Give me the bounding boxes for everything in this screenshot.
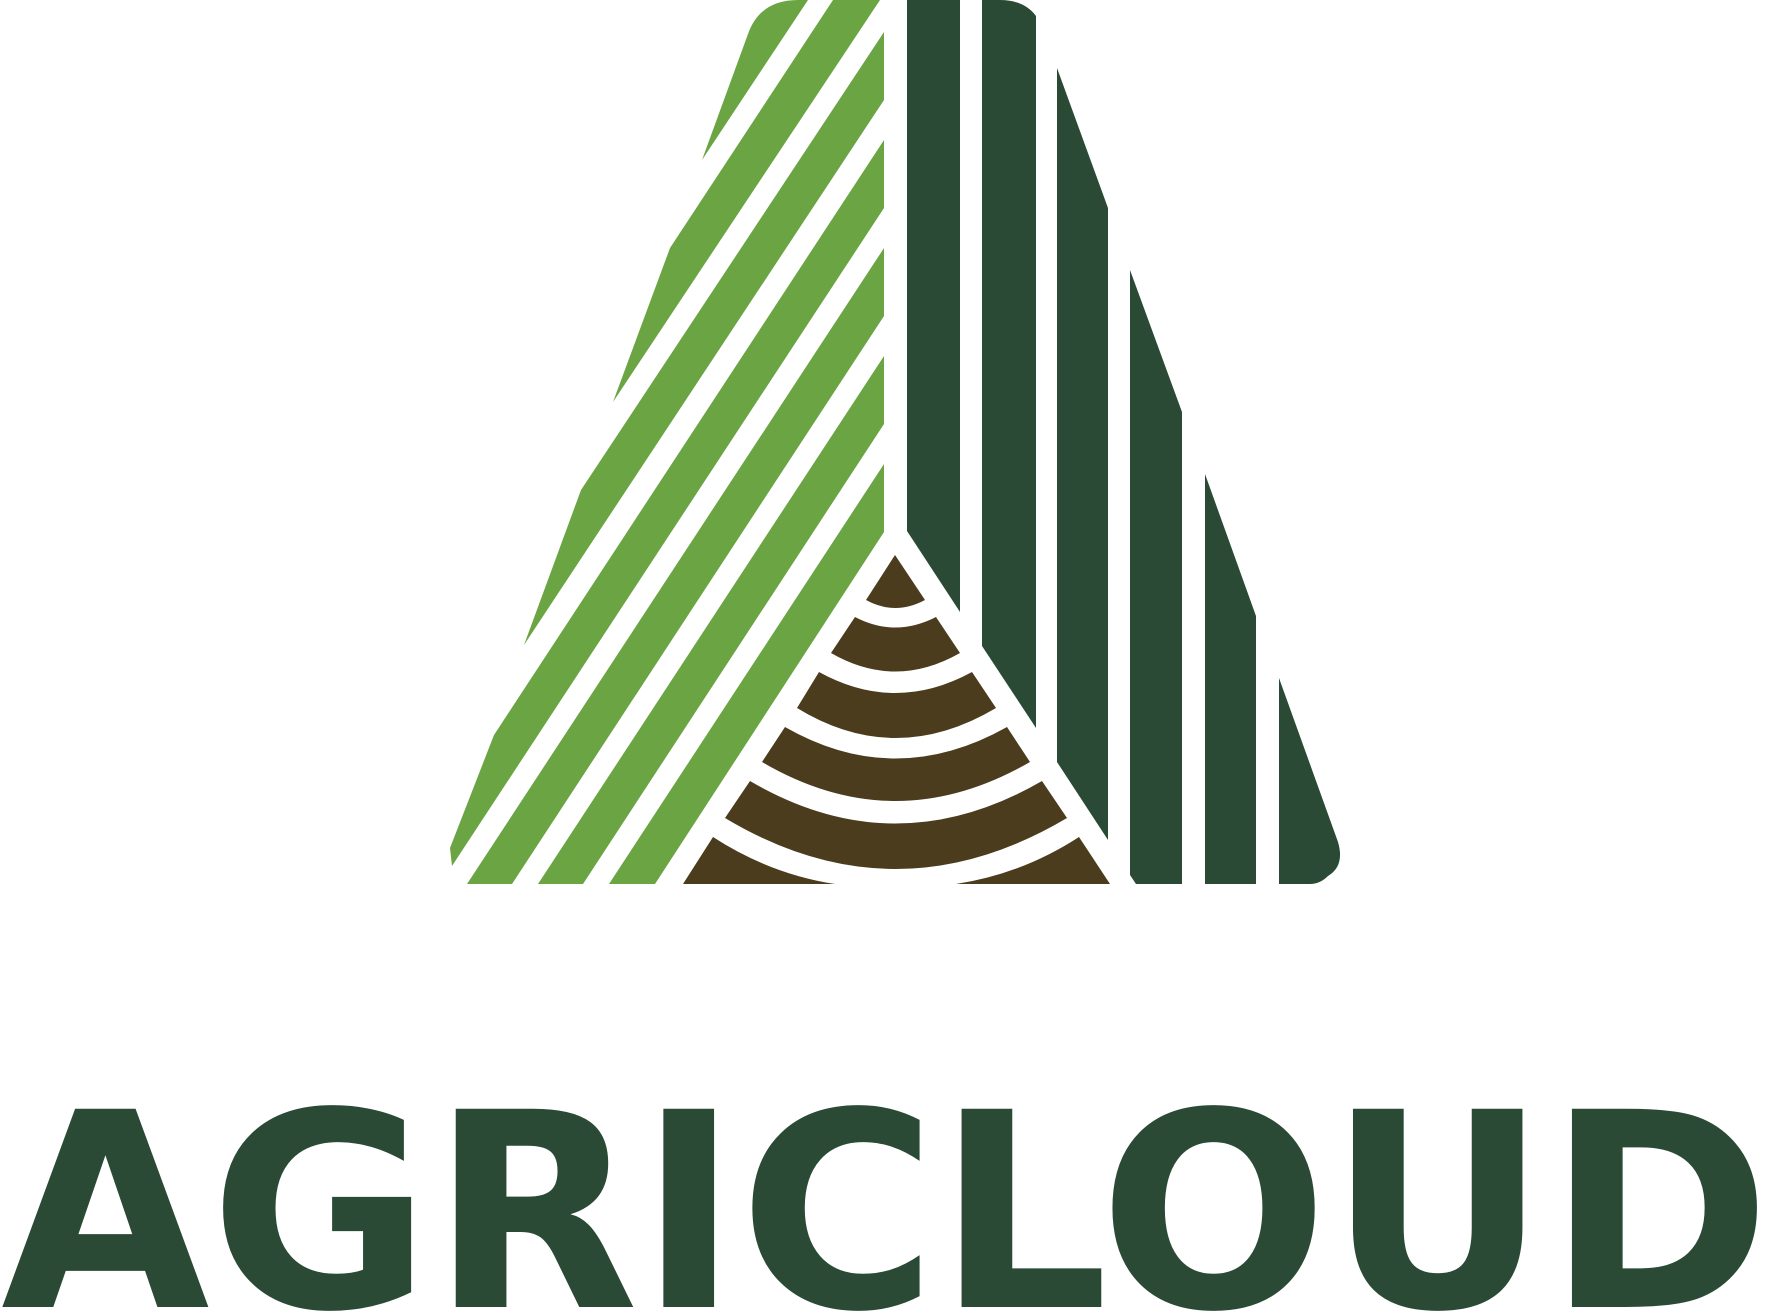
soil-arcs: [683, 555, 1110, 884]
light-green-stripes: [450, 0, 884, 884]
agricloud-mountain-field-icon: [450, 0, 1341, 884]
dark-green-stripes: [907, 0, 1341, 884]
wordmark: AGRICLOUD: [1, 1085, 1771, 1313]
brand-name: AGRICLOUD: [1, 1085, 1771, 1313]
